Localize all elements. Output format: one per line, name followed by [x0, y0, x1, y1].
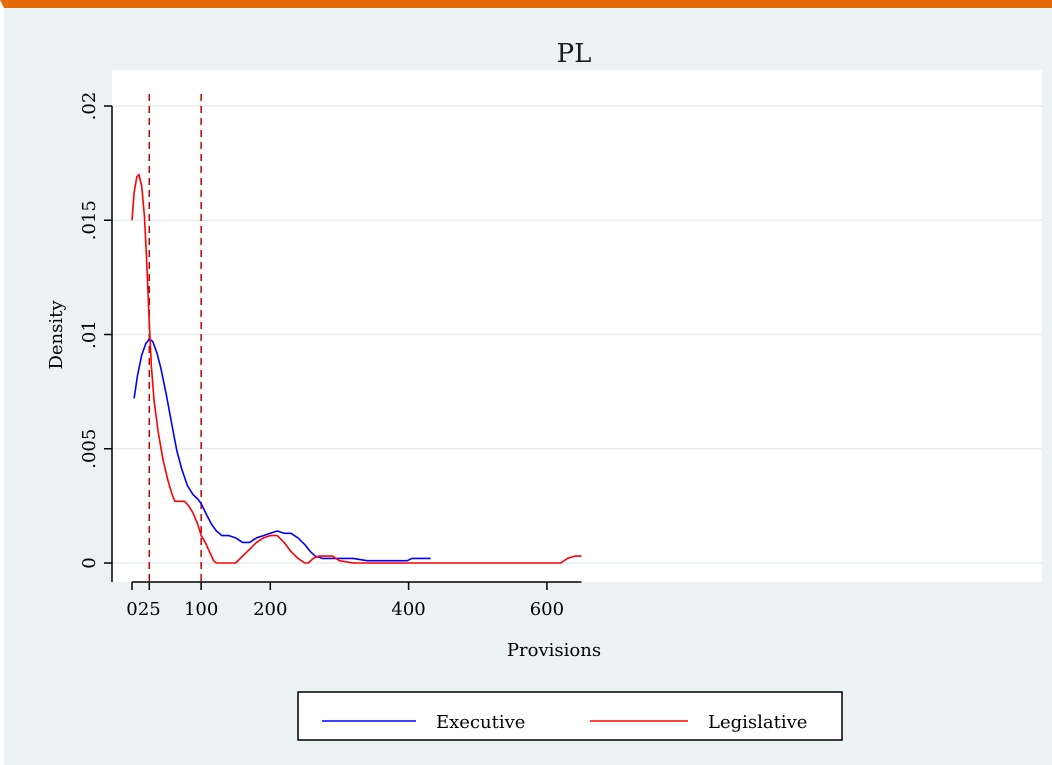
- density-chart: 0.005.01.015.020 25 100 200 400 600 PL Provis…: [46, 39, 1042, 741]
- axes: 0.005.01.015.020 25 100 200 400 600: [79, 92, 582, 620]
- plot-area: [112, 70, 1042, 582]
- x-tick-label: 0: [126, 599, 137, 620]
- x-tick-label: 600: [530, 599, 564, 620]
- grid-lines: [112, 105, 1042, 564]
- series-line-legislative: [131, 173, 582, 564]
- x-axis-title: Provisions: [507, 640, 601, 661]
- legend: Executive Legislative: [297, 691, 843, 741]
- y-tick-label: .01: [79, 320, 100, 349]
- chart-title: PL: [557, 39, 592, 69]
- x-tick-label: 100: [184, 599, 218, 620]
- y-tick-label: .015: [79, 200, 100, 240]
- y-axis-title: Density: [46, 300, 67, 370]
- y-tick-label: 0: [79, 557, 100, 568]
- series-line-executive: [133, 338, 431, 562]
- x-tick-label: 25: [138, 599, 161, 620]
- series-lines: [131, 173, 582, 564]
- x-tick-label: 400: [391, 599, 425, 620]
- y-tick-label: .005: [79, 429, 100, 469]
- legend-label-executive: Executive: [436, 712, 525, 733]
- y-tick-label: .02: [79, 92, 100, 121]
- x-tick-label: 200: [253, 599, 287, 620]
- legend-box: [297, 691, 843, 741]
- legend-label-legislative: Legislative: [708, 712, 807, 733]
